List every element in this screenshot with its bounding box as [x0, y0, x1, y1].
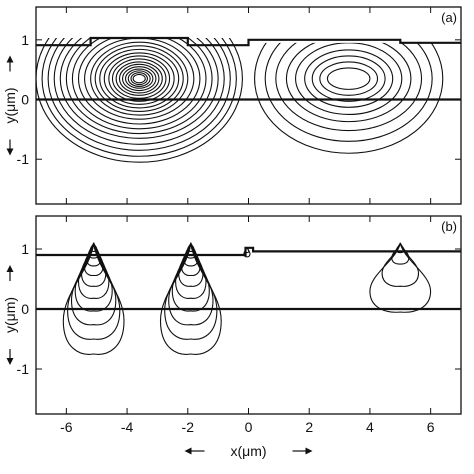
x-tick-label: -6 — [60, 419, 73, 435]
contour-line — [127, 70, 151, 87]
contour-line — [118, 63, 160, 94]
x-axis-label: x(μm) — [230, 443, 266, 459]
x-tick-label: 0 — [245, 419, 253, 435]
boundary-line — [36, 36, 461, 47]
contour-line — [36, 38, 243, 163]
contour-line — [84, 38, 195, 120]
contour-line — [311, 55, 386, 102]
contour-group-1 — [36, 38, 243, 163]
contour-line — [396, 242, 405, 254]
mode-contours — [254, 42, 444, 154]
y-tick-label: 0 — [21, 301, 29, 317]
contour-line — [88, 242, 100, 259]
contour-line — [171, 242, 210, 312]
contour-line — [285, 42, 412, 123]
x-tick-label: -2 — [182, 419, 195, 435]
panel-label: (a) — [441, 10, 457, 25]
axes-frame — [35, 215, 462, 415]
contour-line — [264, 42, 433, 142]
contour-line — [180, 242, 201, 277]
contour-line — [369, 242, 432, 313]
contour-line — [185, 242, 197, 259]
y-axis-label-group: y(μm) — [2, 265, 18, 365]
contour-line — [41, 38, 237, 157]
contour-line — [59, 38, 219, 139]
contour-line — [391, 242, 410, 265]
contour-line — [111, 58, 167, 99]
contour-line — [304, 49, 394, 108]
contour-line — [115, 61, 163, 96]
contour-line — [77, 38, 201, 125]
y-axis-label: y(μm) — [2, 297, 18, 333]
contour-group-3 — [369, 242, 432, 313]
y-tick-label: -1 — [17, 151, 30, 167]
contour-line — [90, 41, 189, 116]
y-tick-label: 0 — [21, 92, 29, 108]
contour-line — [295, 42, 403, 115]
y-arrow-down-head — [6, 148, 14, 156]
contour-line — [108, 55, 171, 102]
contour-line — [99, 48, 180, 109]
x-tick-label: -4 — [121, 419, 134, 435]
y-tick-label: 1 — [21, 241, 29, 257]
y-arrow-up-head — [6, 265, 14, 272]
contour-line — [187, 242, 195, 252]
contour-line — [47, 38, 231, 151]
contour-line — [121, 66, 157, 92]
contour-group-2 — [159, 242, 222, 355]
contour-line — [130, 72, 148, 86]
contour-group-2 — [254, 42, 444, 154]
contour-line — [65, 38, 213, 135]
panel-b: -6 -4 -2 0 2 4 6 -1 0 1 (b) y(μm) x(μm) — [2, 215, 462, 459]
contour-line — [125, 68, 154, 89]
contour-line — [275, 42, 423, 132]
x-tick-label: 2 — [305, 419, 313, 435]
y-arrow-down-head — [6, 358, 14, 365]
x-tick-label: 6 — [427, 419, 435, 435]
contour-line — [381, 242, 420, 287]
panel-a: -1 0 1 (a) y(μm) — [2, 6, 462, 205]
x-arrow-left-head — [184, 447, 192, 455]
y-tick-label: 1 — [21, 32, 29, 48]
contour-line — [74, 242, 113, 312]
contour-line — [83, 242, 104, 277]
boundary-line — [36, 246, 461, 257]
y-arrow-up-head — [6, 55, 14, 63]
contour-line — [90, 242, 98, 252]
contour-line — [132, 73, 146, 84]
contour-line — [326, 67, 371, 90]
y-tick-label: -1 — [17, 361, 30, 377]
mode-contours — [36, 38, 243, 163]
x-arrow-right-head — [305, 447, 313, 455]
contour-line — [254, 42, 444, 154]
contour-line — [94, 45, 184, 113]
y-axis-label: y(μm) — [2, 87, 18, 123]
panel-label: (b) — [441, 219, 457, 234]
contour-line — [319, 61, 379, 96]
contour-line — [71, 38, 207, 130]
y-axis-label-group: y(μm) — [2, 55, 18, 156]
x-tick-label: 4 — [366, 419, 374, 435]
plot-area — [36, 242, 461, 355]
figure-panels: -1 0 1 (a) y(μm) -6 -4 -2 0 2 4 6 -1 0 1 (b) y(μm) x(μm) — [2, 6, 462, 459]
contour-group-1 — [62, 242, 125, 355]
contour-line — [103, 52, 175, 105]
contour-line — [53, 38, 225, 145]
plot-area — [36, 36, 461, 163]
